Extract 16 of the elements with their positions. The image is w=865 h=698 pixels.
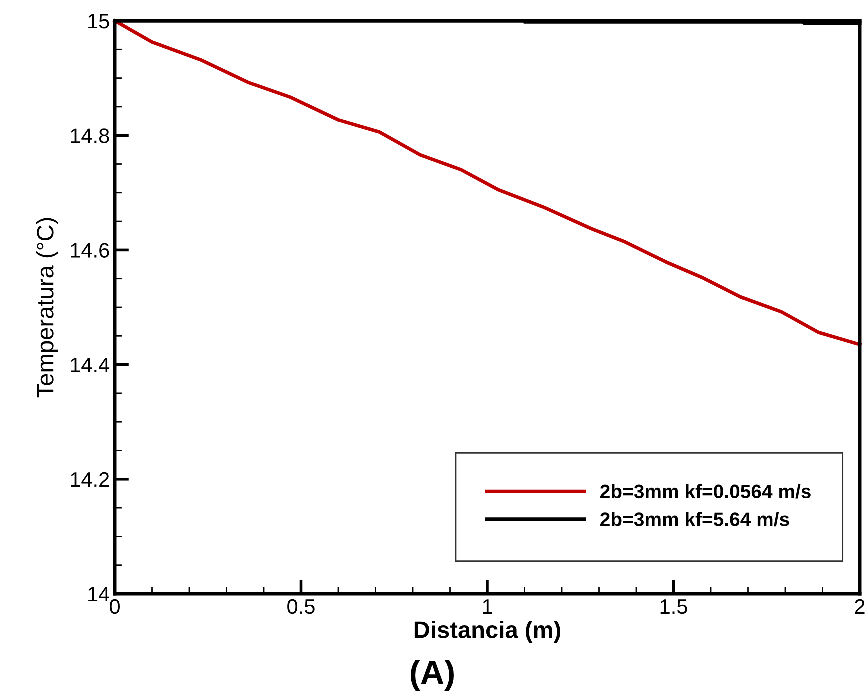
legend-label: 2b=3mm kf=0.0564 m/s — [600, 484, 811, 499]
y-axis-title: Temperatura (°C) — [36, 218, 58, 398]
y-tick-label: 14.2 — [71, 472, 110, 487]
y-tick-label: 15 — [88, 14, 110, 29]
x-tick-label: 0 — [110, 599, 120, 614]
y-tick-label: 14.4 — [71, 358, 110, 372]
x-tick-label: 0.5 — [288, 599, 315, 614]
x-tick-label: 1.5 — [660, 600, 688, 614]
legend-label: 2b=3mm kf=5.64 m/s — [600, 512, 790, 527]
y-tick-label: 14.6 — [71, 243, 110, 258]
text: (A) — [411, 660, 454, 692]
x-tick-label: 2 — [855, 599, 865, 614]
y-tick-label: 14 — [88, 587, 110, 602]
y-tick-label: 14.8 — [71, 128, 110, 144]
x-axis-title: Distancia (m) — [414, 621, 560, 644]
x-tick-label: 1 — [483, 600, 492, 614]
